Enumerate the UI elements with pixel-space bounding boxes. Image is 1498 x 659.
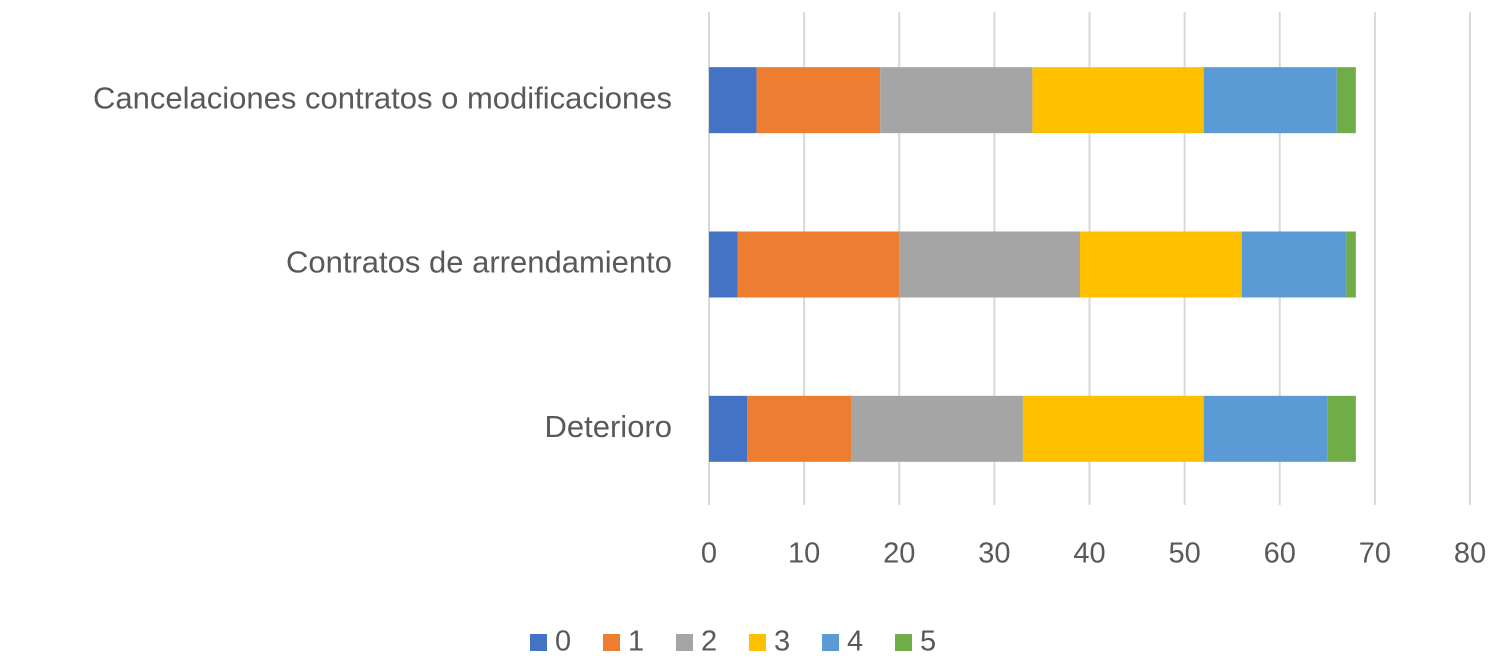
bar-segment: [737, 231, 900, 298]
y-tick-label: Deterioro: [545, 409, 673, 444]
bar-segment: [1346, 231, 1356, 298]
bar-segment: [1241, 231, 1347, 298]
bar-segment: [899, 231, 1080, 298]
bar-segment: [1203, 67, 1337, 134]
legend-label: 0: [555, 626, 571, 658]
bar-segment: [709, 67, 757, 134]
bar-segment: [1327, 395, 1356, 462]
legend-swatch: [603, 634, 620, 651]
x-tick-label: 80: [1454, 538, 1486, 570]
y-tick-label: Cancelaciones contratos o modificaciones: [93, 80, 672, 115]
legend-label: 2: [701, 626, 717, 658]
legend-label: 3: [774, 626, 790, 658]
legend-swatch: [530, 634, 547, 651]
bar-segment: [1336, 67, 1356, 134]
x-tick-label: 70: [1359, 538, 1391, 570]
bar-segment: [851, 395, 1023, 462]
legend-label: 4: [847, 626, 863, 658]
legend-swatch: [822, 634, 839, 651]
bar-segment: [756, 67, 881, 134]
x-tick-label: 20: [883, 538, 915, 570]
bar-segment: [880, 67, 1033, 134]
legend-swatch: [895, 634, 912, 651]
x-tick-label: 10: [788, 538, 820, 570]
x-tick-label: 50: [1168, 538, 1200, 570]
y-tick-label: Contratos de arrendamiento: [286, 245, 672, 280]
legend-swatch: [676, 634, 693, 651]
bar-segment: [1022, 395, 1204, 462]
x-tick-label: 60: [1264, 538, 1296, 570]
x-tick-label: 0: [701, 538, 717, 570]
x-tick-label: 30: [978, 538, 1010, 570]
bar-segment: [709, 231, 738, 298]
legend-label: 5: [920, 626, 936, 658]
legend-label: 1: [628, 626, 644, 658]
bar-segment: [1203, 395, 1328, 462]
bar-segment: [1032, 67, 1204, 134]
legend-swatch: [749, 634, 766, 651]
bar-segment: [709, 395, 748, 462]
bar-segment: [1079, 231, 1242, 298]
x-tick-label: 40: [1073, 538, 1105, 570]
bar-segment: [747, 395, 852, 462]
